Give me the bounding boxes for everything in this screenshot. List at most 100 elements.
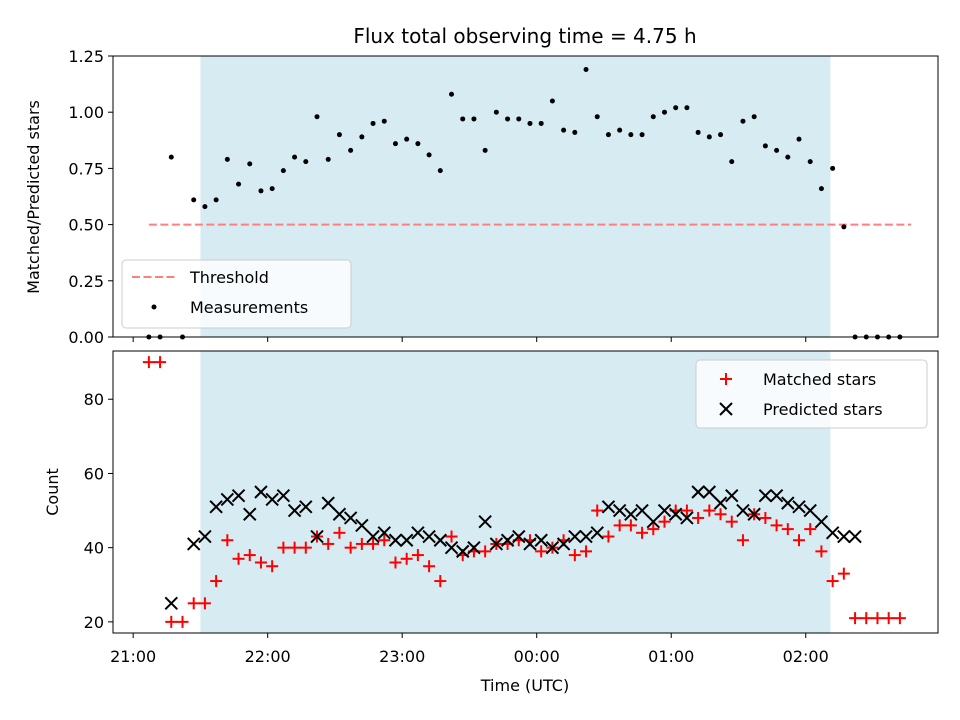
matched-star-point — [580, 545, 593, 558]
measurement-point — [605, 132, 611, 138]
top-y-tick-label: 0.00 — [68, 328, 104, 347]
matched-star-point — [535, 545, 548, 558]
predicted-star-stroke-b — [814, 514, 829, 529]
predicted-star-stroke-b — [702, 485, 717, 499]
matched-star-point — [736, 534, 749, 547]
measurement-point — [493, 109, 499, 115]
predicted-star-point — [478, 514, 492, 529]
top-legend-box — [121, 259, 352, 329]
predicted-star-stroke-b — [198, 529, 212, 544]
top-y-tick-label: 0.75 — [68, 159, 104, 178]
predicted-star-point — [343, 511, 358, 525]
predicted-star-stroke-b — [377, 526, 391, 540]
predicted-star-stroke-b — [433, 533, 448, 547]
predicted-star-stroke-b — [399, 533, 414, 547]
predicted-star-point — [231, 489, 246, 503]
measurement-point — [807, 159, 813, 165]
measurement-point — [460, 116, 466, 122]
matched-star-point — [613, 519, 626, 532]
legend-matched-label: Matched stars — [763, 370, 876, 389]
measurement-point — [684, 105, 690, 111]
measurement-point — [381, 118, 387, 124]
matched-star-point — [815, 545, 828, 558]
predicted-star-stroke-b — [243, 507, 257, 521]
predicted-star-point — [399, 533, 414, 547]
matched-star-point — [703, 504, 716, 517]
measurement-point — [449, 91, 455, 97]
predicted-star-stroke-b — [747, 507, 761, 521]
predicted-star-stroke-b — [657, 503, 672, 518]
matched-star-point — [367, 537, 380, 550]
matched-star-point — [882, 612, 895, 625]
top-y-tick-label: 1.25 — [68, 47, 104, 66]
measurement-point — [392, 141, 398, 147]
measurements-points — [146, 66, 903, 340]
predicted-star-point — [332, 507, 347, 521]
measurement-point — [280, 168, 286, 174]
predicted-star-stroke-b — [635, 503, 649, 518]
predicted-star-point — [814, 514, 829, 529]
measurement-point — [718, 132, 724, 138]
matched-star-point — [804, 523, 817, 536]
predicted-star-stroke-b — [736, 503, 750, 518]
matched-star-point — [254, 556, 267, 569]
bottom-y-ticks: 20 40 60 80 — [84, 390, 113, 632]
predicted-star-stroke-b — [467, 540, 481, 555]
matched-star-point — [602, 530, 615, 543]
predicted-star-stroke-b — [556, 537, 571, 551]
predicted-star-point — [467, 540, 481, 555]
matched-star-point — [355, 537, 368, 550]
matched-star-point — [210, 575, 223, 588]
measurement-point — [527, 120, 533, 126]
matched-star-point — [198, 597, 211, 610]
predicted-star-stroke-b — [725, 489, 739, 503]
matched-star-point — [658, 515, 671, 528]
measurement-point — [471, 116, 477, 122]
matched-star-point — [322, 537, 335, 550]
predicted-star-stroke-b — [523, 537, 537, 551]
measurement-point — [650, 114, 656, 120]
top-y-axis-label: Matched/Predicted stars — [24, 100, 43, 294]
predicted-star-point — [736, 503, 750, 518]
predicted-star-stroke-b — [422, 529, 436, 544]
predicted-star-stroke-b — [287, 503, 302, 518]
measurement-point — [314, 114, 320, 120]
measurement-point — [505, 116, 511, 122]
predicted-star-point — [825, 526, 840, 540]
measurement-point — [202, 204, 208, 210]
predicted-star-point — [579, 529, 593, 544]
matched-star-point — [725, 515, 738, 528]
measurement-point — [224, 156, 230, 162]
measurement-point — [538, 120, 544, 126]
matched-star-point — [860, 612, 873, 625]
predicted-star-point — [355, 518, 369, 533]
predicted-star-point — [276, 489, 291, 503]
predicted-star-stroke-b — [489, 537, 504, 551]
matched-star-point — [333, 526, 346, 539]
predicted-star-stroke-b — [713, 496, 728, 510]
predicted-star-stroke-b — [668, 507, 683, 521]
predicted-star-stroke-b — [803, 503, 817, 518]
predicted-star-point — [612, 503, 627, 518]
predicted-star-point — [299, 500, 313, 514]
predicted-star-stroke-b — [590, 526, 604, 540]
predicted-star-point — [500, 533, 515, 547]
predicted-star-stroke-b — [444, 540, 459, 555]
matched-star-point — [142, 356, 155, 369]
measurement-point — [830, 165, 836, 171]
predicted-star-point — [556, 537, 571, 551]
predicted-star-point — [243, 507, 257, 521]
predicted-star-point — [713, 496, 728, 510]
measurement-point — [561, 127, 567, 133]
measurement-point — [258, 188, 264, 194]
matched-star-point — [299, 541, 312, 554]
predicted-star-point — [411, 526, 425, 540]
predicted-star-stroke-b — [299, 500, 313, 514]
predicted-star-point — [680, 511, 694, 525]
predicted-star-stroke-b — [769, 489, 784, 503]
predicted-star-point — [254, 485, 268, 499]
matched-star-point — [479, 545, 492, 558]
measurement-point — [740, 118, 746, 124]
measurement-point — [415, 141, 421, 147]
